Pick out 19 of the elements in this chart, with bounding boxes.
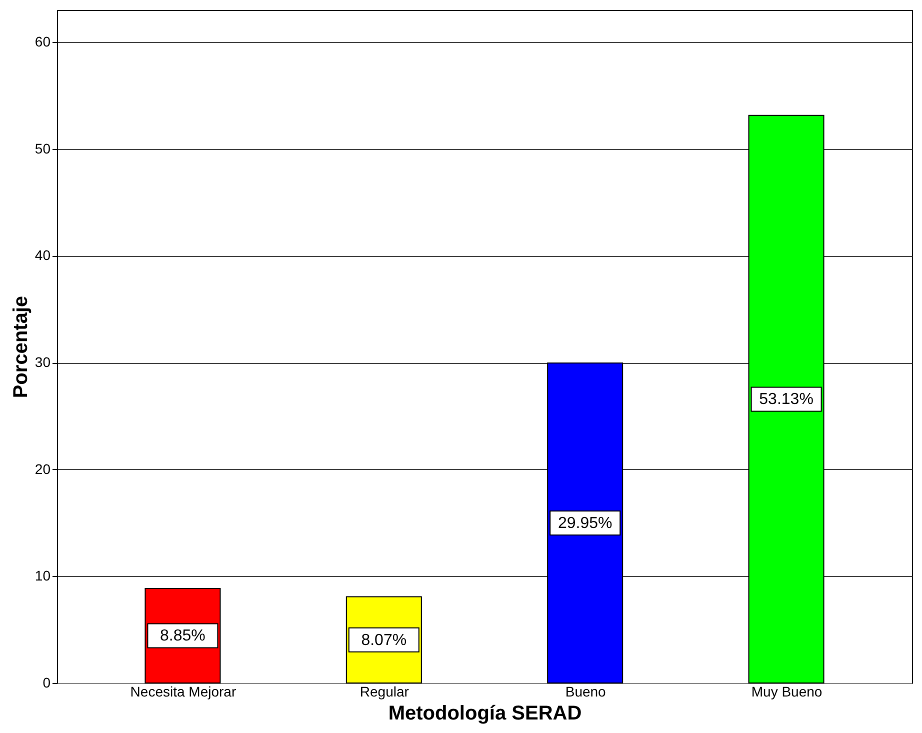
y-tick-label: 0 xyxy=(42,674,51,690)
y-tick-label: 30 xyxy=(34,354,51,370)
y-tick-label: 10 xyxy=(34,568,51,584)
x-tick-label: Regular xyxy=(360,684,410,700)
x-axis-title: Metodología SERAD xyxy=(388,702,582,724)
data-label: 53.13% xyxy=(759,391,814,408)
y-axis-title: Porcentaje xyxy=(10,296,32,398)
x-tick-label: Necesita Mejorar xyxy=(130,684,236,700)
bar xyxy=(547,362,624,684)
y-tick-label: 60 xyxy=(34,34,51,50)
x-tick-label: Muy Bueno xyxy=(751,684,822,700)
x-tick-label: Bueno xyxy=(565,684,606,700)
y-tick-label: 20 xyxy=(34,460,51,477)
y-tick-label: 40 xyxy=(34,247,51,264)
data-label: 8.85% xyxy=(160,628,206,645)
data-label: 29.95% xyxy=(558,515,612,532)
y-tick-label: 50 xyxy=(34,140,51,156)
bar xyxy=(748,114,824,684)
data-label: 8.07% xyxy=(361,632,407,649)
